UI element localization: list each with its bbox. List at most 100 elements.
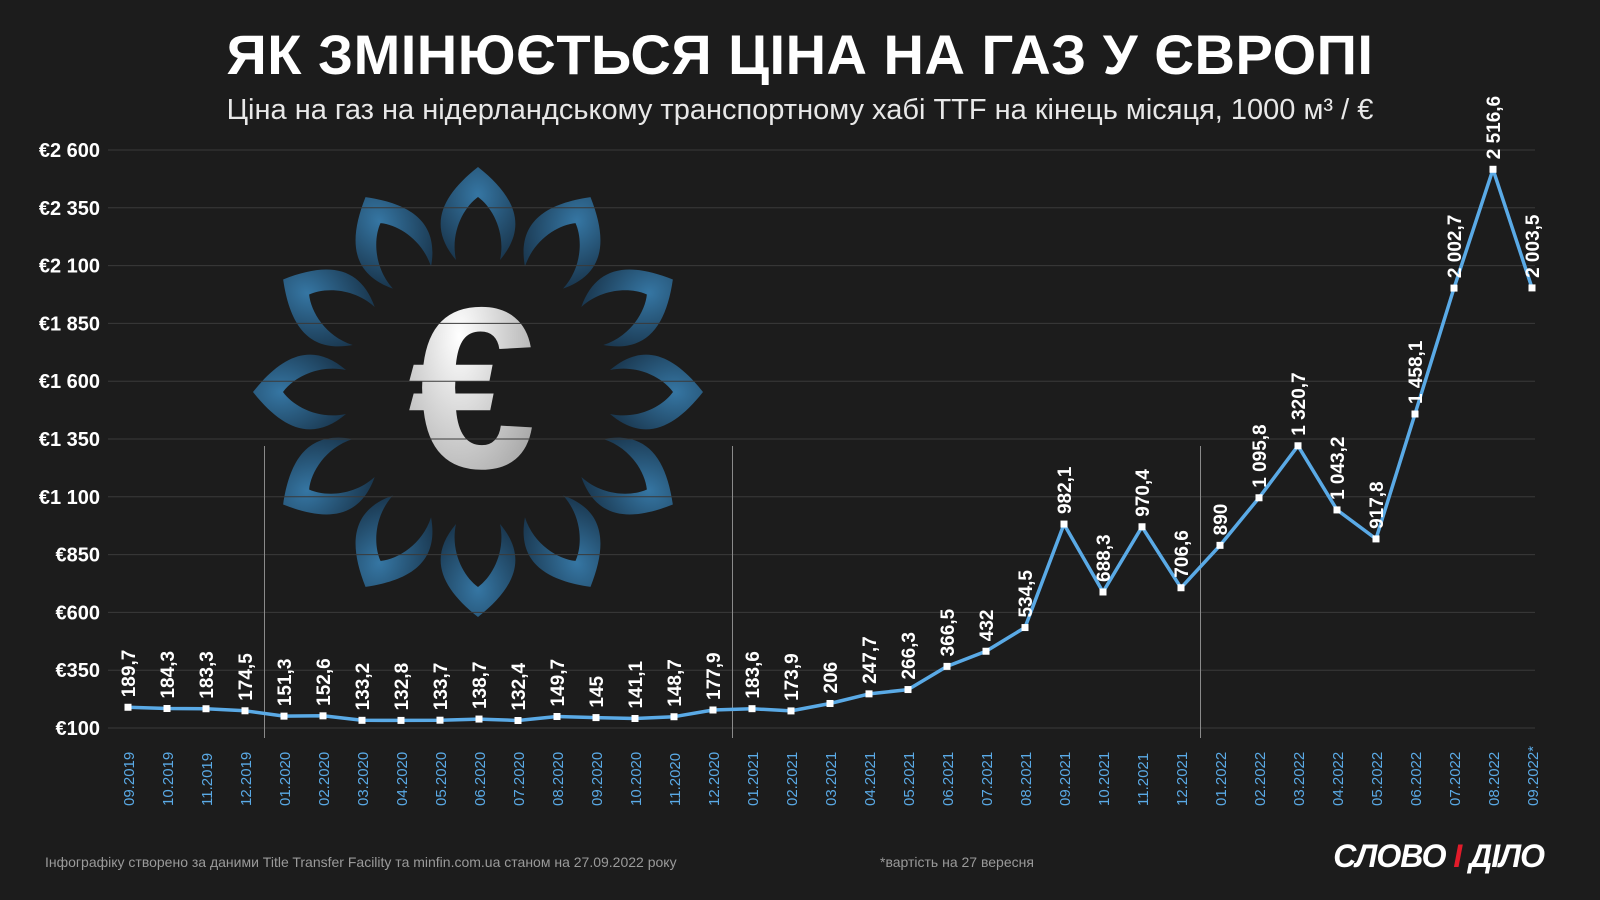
x-tick-label: 05.2022 <box>1369 752 1386 806</box>
data-point <box>475 715 483 723</box>
data-label: 1 320,7 <box>1289 372 1310 435</box>
logo-text-i: І <box>1453 838 1462 874</box>
data-point <box>709 706 717 714</box>
data-point <box>982 647 990 655</box>
data-label: 1 043,2 <box>1328 437 1349 500</box>
data-point <box>826 699 834 707</box>
logo-text-slovo: СЛОВО <box>1333 838 1454 874</box>
flame-petal-icon <box>283 269 375 347</box>
data-point <box>397 716 405 724</box>
x-tick-label: 02.2021 <box>784 752 801 806</box>
footer-source-note: Інфографіку створено за даними Title Tra… <box>45 854 677 870</box>
data-label: 141,1 <box>626 661 647 709</box>
data-point <box>1489 165 1497 173</box>
x-tick-label: 11.2021 <box>1135 753 1152 806</box>
x-tick-label: 09.2022* <box>1525 746 1542 806</box>
x-tick-label: 03.2021 <box>823 752 840 806</box>
x-tick-label: 06.2020 <box>472 752 489 806</box>
data-point <box>1216 541 1224 549</box>
data-label: 183,6 <box>743 651 764 699</box>
data-label: 145 <box>587 675 608 707</box>
y-tick-label: €350 <box>56 660 101 682</box>
x-tick-label: 11.2019 <box>199 753 216 806</box>
data-label: 138,7 <box>470 662 491 710</box>
data-point <box>1021 624 1029 632</box>
data-label: 183,3 <box>197 651 218 699</box>
x-tick-label: 10.2020 <box>628 752 645 806</box>
data-point <box>241 707 249 715</box>
data-point <box>1177 584 1185 592</box>
x-tick-label: 07.2020 <box>511 752 528 806</box>
x-tick-label: 04.2020 <box>394 752 411 806</box>
x-tick-label: 07.2022 <box>1447 752 1464 806</box>
data-label: 133,7 <box>431 663 452 711</box>
x-tick-label: 09.2020 <box>589 752 606 806</box>
x-tick-label: 02.2020 <box>316 752 333 806</box>
data-label: 132,8 <box>392 663 413 711</box>
chart-subtitle: Ціна на газ на нідерландському транспорт… <box>226 94 1374 126</box>
x-tick-label: 03.2022 <box>1291 752 1308 806</box>
y-tick-label: €600 <box>56 602 101 624</box>
data-points <box>124 165 1536 725</box>
y-tick-label: €1 100 <box>39 487 100 509</box>
y-tick-label: €2 350 <box>39 198 100 220</box>
footer-asterisk-note: *вартість на 27 вересня <box>880 854 1034 870</box>
x-tick-label: 01.2021 <box>745 752 762 806</box>
data-labels: 189,7 184,3 183,3 174,5 151,3 152,6 133,2 132,8… <box>119 96 1544 711</box>
flame-petal-icon <box>581 269 673 347</box>
euro-sign-icon: € <box>408 260 536 517</box>
year-separators <box>264 446 1201 738</box>
data-point <box>1528 284 1536 292</box>
flame-petal-icon <box>253 354 346 430</box>
flame-petal-icon <box>610 354 703 430</box>
data-label: 149,7 <box>548 659 569 707</box>
data-point <box>748 705 756 713</box>
x-tick-label: 04.2022 <box>1330 752 1347 806</box>
data-point <box>904 686 912 694</box>
x-tick-label: 06.2021 <box>940 752 957 806</box>
chart-grid <box>108 149 1535 729</box>
data-point <box>631 714 639 722</box>
data-label: 2 002,7 <box>1445 215 1466 278</box>
flame-petal-icon <box>440 524 516 617</box>
data-point <box>1138 523 1146 531</box>
x-tick-label: 01.2020 <box>277 752 294 806</box>
brand-logo: СЛОВО І ДІЛО <box>1333 838 1545 875</box>
data-label: 2 516,6 <box>1484 96 1505 159</box>
gas-burner-euro-icon: € <box>253 167 703 617</box>
data-label: 173,9 <box>782 653 803 701</box>
data-label: 177,9 <box>704 652 725 700</box>
data-label: 148,7 <box>665 659 686 707</box>
svg-text:€: € <box>408 260 536 517</box>
data-label: 174,5 <box>236 653 257 701</box>
flame-petal-icon <box>440 167 516 260</box>
flame-petal-icon <box>355 495 433 587</box>
data-point <box>1255 494 1263 502</box>
data-point <box>163 705 171 713</box>
x-tick-label: 08.2022 <box>1486 752 1503 806</box>
data-point <box>358 716 366 724</box>
data-label: 970,4 <box>1133 469 1154 517</box>
data-point <box>1294 442 1302 450</box>
data-point <box>553 713 561 721</box>
data-point <box>514 717 522 725</box>
x-tick-label: 05.2021 <box>901 752 918 806</box>
y-tick-label: €1 350 <box>39 429 100 451</box>
data-point <box>670 713 678 721</box>
x-tick-label: 08.2021 <box>1018 752 1035 806</box>
data-label: 706,6 <box>1172 530 1193 578</box>
data-point <box>865 690 873 698</box>
x-tick-label: 01.2022 <box>1213 752 1230 806</box>
y-tick-label: €2 100 <box>39 256 100 278</box>
x-axis: 09.2019 10.2019 11.2019 12.2019 01.2020 02.20… <box>121 746 1542 806</box>
data-label: 151,3 <box>275 659 296 707</box>
x-tick-label: 11.2020 <box>667 753 684 806</box>
data-label: 366,5 <box>938 608 959 656</box>
x-tick-label: 10.2021 <box>1096 752 1113 806</box>
data-label: 184,3 <box>158 651 179 699</box>
data-label: 247,7 <box>860 636 881 684</box>
data-label: 189,7 <box>119 650 140 698</box>
data-label: 1 095,8 <box>1250 424 1271 487</box>
data-point <box>1450 284 1458 292</box>
